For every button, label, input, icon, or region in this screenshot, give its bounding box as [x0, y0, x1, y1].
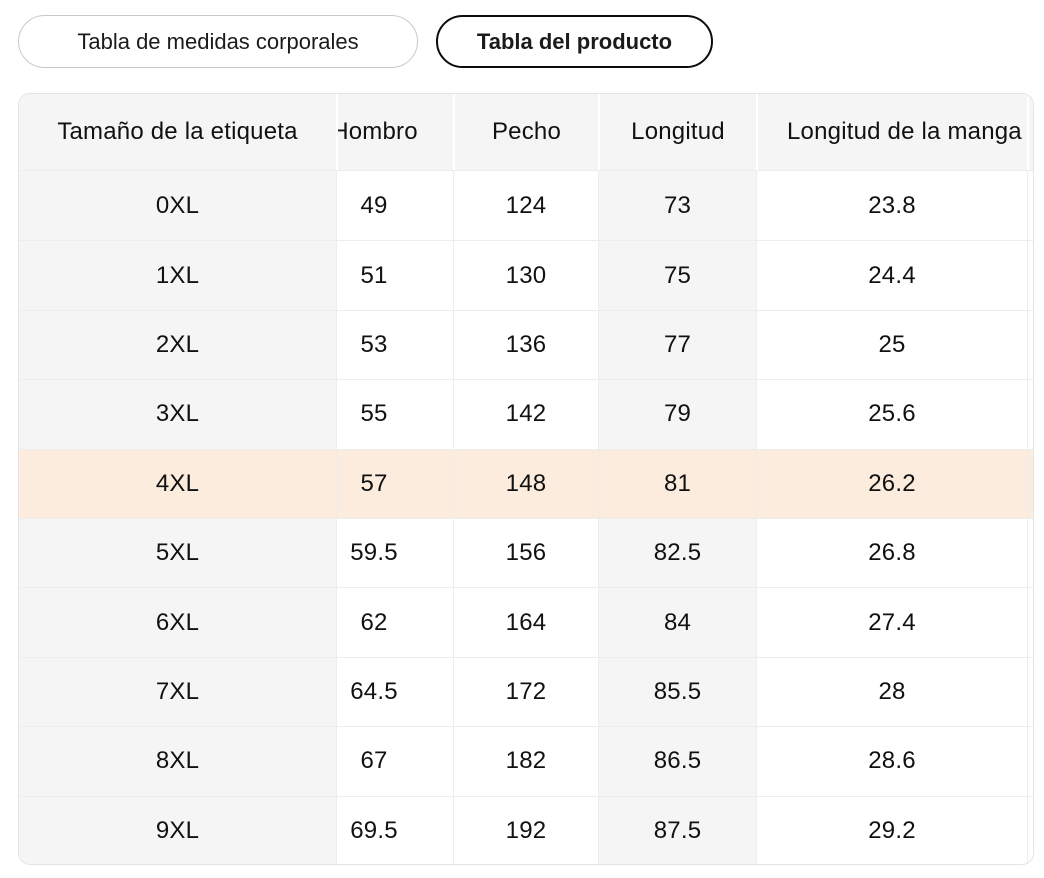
column-header-chest: Pecho — [453, 94, 598, 170]
next-column-sliver-cell — [1027, 310, 1033, 380]
next-column-sliver-cell — [1027, 518, 1033, 588]
table-row[interactable]: 2XL 53 136 77 25 — [19, 309, 1033, 380]
cell-size-label: 4XL — [19, 449, 336, 518]
table-row[interactable]: 3XL 55 142 79 25.6 — [19, 379, 1033, 449]
cell-shoulder: 49 — [336, 171, 453, 241]
cell-shoulder: 53 — [336, 310, 453, 380]
column-header-sleeve-length: Longitud de la manga — [756, 94, 1027, 170]
next-column-sliver-cell — [1027, 796, 1033, 864]
cell-sleeve-length: 28 — [756, 657, 1027, 727]
cell-chest: 156 — [453, 518, 598, 588]
cell-length: 86.5 — [598, 727, 756, 796]
cell-size-label: 3XL — [19, 380, 336, 449]
cell-shoulder: 51 — [336, 241, 453, 310]
cell-sleeve-length: 23.8 — [756, 171, 1027, 241]
cell-size-label: 1XL — [19, 241, 336, 310]
cell-length: 85.5 — [598, 657, 756, 727]
cell-shoulder: 59.5 — [336, 518, 453, 588]
cell-chest: 172 — [453, 657, 598, 727]
cell-chest: 124 — [453, 171, 598, 241]
cell-shoulder: 69.5 — [336, 796, 453, 864]
cell-length: 77 — [598, 310, 756, 380]
table-row[interactable]: 0XL 49 124 73 23.8 — [19, 171, 1033, 241]
tab-product-measurements[interactable]: Tabla del producto — [436, 15, 713, 68]
cell-shoulder: 62 — [336, 588, 453, 657]
cell-sleeve-length: 25 — [756, 310, 1027, 380]
next-column-sliver-cell — [1027, 171, 1033, 241]
size-chart-tabs: Tabla de medidas corporales Tabla del pr… — [18, 15, 713, 68]
table-row[interactable]: 7XL 64.5 172 85.5 28 — [19, 656, 1033, 727]
cell-length: 87.5 — [598, 796, 756, 864]
cell-shoulder: 55 — [336, 380, 453, 449]
cell-sleeve-length: 27.4 — [756, 588, 1027, 657]
next-column-sliver-cell — [1027, 657, 1033, 727]
cell-sleeve-length: 29.2 — [756, 796, 1027, 864]
cell-shoulder: 67 — [336, 727, 453, 796]
cell-chest: 130 — [453, 241, 598, 310]
column-header-shoulder: Hombro — [336, 94, 453, 170]
cell-sleeve-length: 24.4 — [756, 241, 1027, 310]
cell-chest: 142 — [453, 380, 598, 449]
cell-chest: 136 — [453, 310, 598, 380]
next-column-sliver-header — [1027, 94, 1033, 170]
column-header-size: Tamaño de la etiqueta — [19, 94, 336, 170]
tab-body-measurements[interactable]: Tabla de medidas corporales — [18, 15, 418, 68]
cell-chest: 182 — [453, 727, 598, 796]
cell-length: 81 — [598, 449, 756, 518]
table-row[interactable]: 1XL 51 130 75 24.4 — [19, 240, 1033, 310]
cell-size-label: 0XL — [19, 171, 336, 241]
table-row[interactable]: 9XL 69.5 192 87.5 29.2 — [19, 795, 1033, 864]
cell-length: 79 — [598, 380, 756, 449]
cell-length: 82.5 — [598, 518, 756, 588]
cell-size-label: 2XL — [19, 310, 336, 380]
column-header-length: Longitud — [598, 94, 756, 170]
cell-shoulder: 64.5 — [336, 657, 453, 727]
cell-size-label: 6XL — [19, 588, 336, 657]
table-row[interactable]: 8XL 67 182 86.5 28.6 — [19, 726, 1033, 796]
next-column-sliver-cell — [1027, 588, 1033, 657]
next-column-sliver-cell — [1027, 380, 1033, 449]
cell-sleeve-length: 25.6 — [756, 380, 1027, 449]
cell-sleeve-length: 26.2 — [756, 449, 1027, 518]
cell-size-label: 9XL — [19, 796, 336, 864]
table-row[interactable]: 6XL 62 164 84 27.4 — [19, 587, 1033, 657]
cell-size-label: 7XL — [19, 657, 336, 727]
next-column-sliver-cell — [1027, 241, 1033, 310]
cell-chest: 148 — [453, 449, 598, 518]
cell-shoulder: 57 — [336, 449, 453, 518]
cell-length: 75 — [598, 241, 756, 310]
table-row[interactable]: 5XL 59.5 156 82.5 26.8 — [19, 517, 1033, 588]
cell-length: 73 — [598, 171, 756, 241]
table-body: 0XL 49 124 73 23.8 1XL 51 130 75 24.4 2X… — [19, 171, 1033, 864]
size-chart-panel: Tamaño de la etiqueta Hombro Pecho Longi… — [18, 93, 1034, 865]
cell-sleeve-length: 26.8 — [756, 518, 1027, 588]
cell-size-label: 8XL — [19, 727, 336, 796]
cell-length: 84 — [598, 588, 756, 657]
table-header-row: Tamaño de la etiqueta Hombro Pecho Longi… — [19, 94, 1033, 171]
table-row[interactable]: 4XL 57 148 81 26.2 — [19, 448, 1033, 518]
next-column-sliver-cell — [1027, 727, 1033, 796]
cell-chest: 164 — [453, 588, 598, 657]
next-column-sliver-cell — [1027, 449, 1033, 518]
cell-chest: 192 — [453, 796, 598, 864]
cell-size-label: 5XL — [19, 518, 336, 588]
cell-sleeve-length: 28.6 — [756, 727, 1027, 796]
